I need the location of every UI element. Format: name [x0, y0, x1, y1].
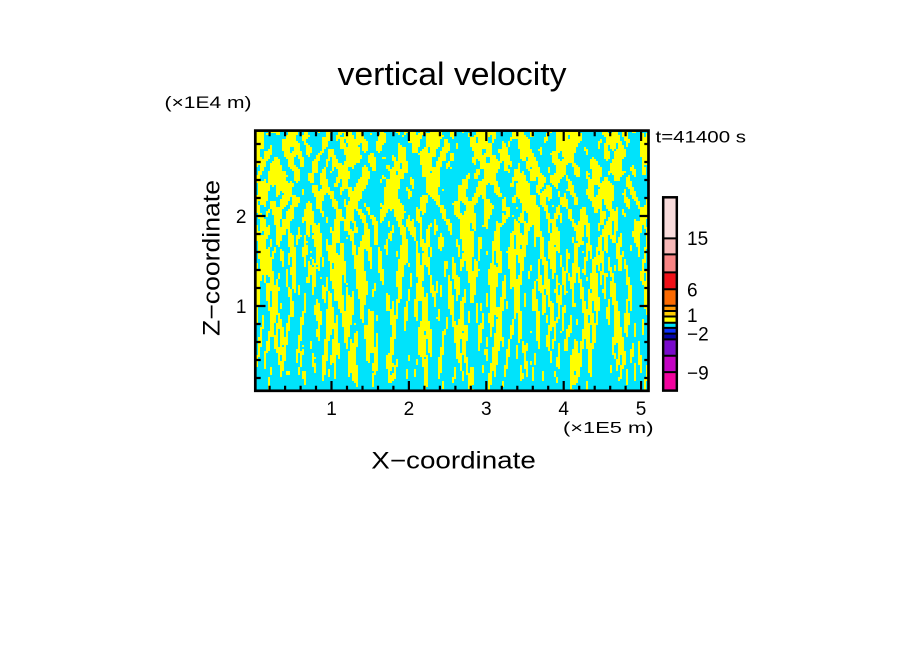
svg-text:Z−coordinate: Z−coordinate [199, 180, 226, 336]
svg-text:t=41400 s: t=41400 s [656, 128, 747, 146]
svg-text:2: 2 [404, 399, 415, 420]
svg-text:1: 1 [326, 399, 337, 420]
svg-text:5: 5 [636, 399, 647, 420]
svg-text:1: 1 [687, 306, 698, 327]
svg-text:15: 15 [687, 229, 708, 250]
svg-text:4: 4 [558, 399, 569, 420]
svg-text:−9: −9 [687, 364, 709, 385]
svg-text:6: 6 [687, 281, 698, 302]
svg-text:1: 1 [236, 297, 247, 318]
svg-text:2: 2 [236, 207, 247, 228]
svg-text:3: 3 [481, 399, 492, 420]
svg-text:vertical velocity: vertical velocity [338, 56, 567, 92]
svg-text:(×1E5 m): (×1E5 m) [563, 420, 654, 437]
svg-text:(×1E4 m): (×1E4 m) [165, 94, 252, 112]
svg-text:−2: −2 [687, 325, 709, 346]
svg-text:X−coordinate: X−coordinate [371, 447, 536, 474]
